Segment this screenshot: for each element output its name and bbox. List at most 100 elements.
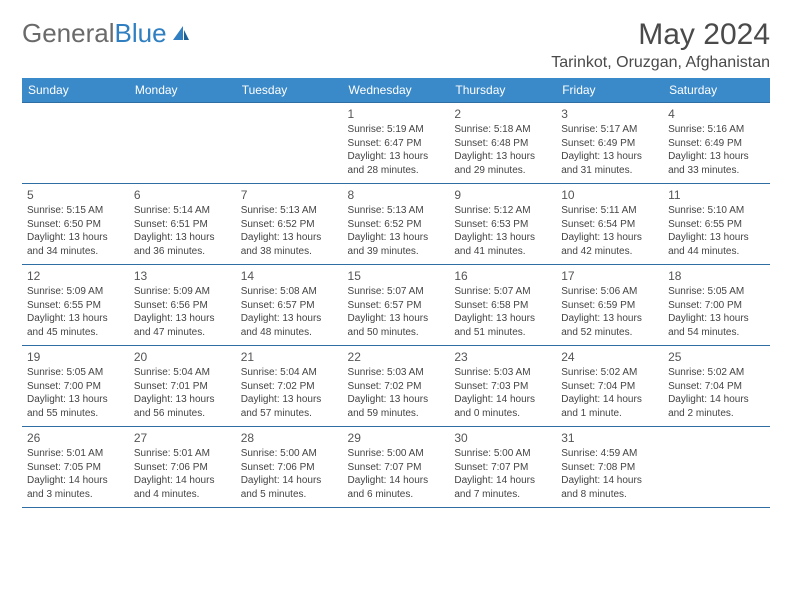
day-number: 6 xyxy=(134,188,231,202)
day-info: Sunrise: 4:59 AMSunset: 7:08 PMDaylight:… xyxy=(561,447,658,501)
info-line: Sunset: 6:54 PM xyxy=(561,218,658,232)
info-line: Sunset: 7:07 PM xyxy=(348,461,445,475)
info-line: Daylight: 13 hours xyxy=(241,312,338,326)
info-line: and 38 minutes. xyxy=(241,245,338,259)
day-number: 9 xyxy=(454,188,551,202)
calendar-cell: 12Sunrise: 5:09 AMSunset: 6:55 PMDayligh… xyxy=(22,265,129,346)
calendar-head: SundayMondayTuesdayWednesdayThursdayFrid… xyxy=(22,78,770,103)
info-line: Sunrise: 4:59 AM xyxy=(561,447,658,461)
day-info: Sunrise: 5:14 AMSunset: 6:51 PMDaylight:… xyxy=(134,204,231,258)
brand-logo: GeneralBlue xyxy=(22,18,191,49)
info-line: and 59 minutes. xyxy=(348,407,445,421)
weekday-header: Saturday xyxy=(663,78,770,103)
info-line: Sunset: 6:55 PM xyxy=(27,299,124,313)
info-line: Daylight: 13 hours xyxy=(454,150,551,164)
info-line: Daylight: 13 hours xyxy=(27,393,124,407)
info-line: Sunset: 6:57 PM xyxy=(348,299,445,313)
day-number: 18 xyxy=(668,269,765,283)
info-line: Daylight: 14 hours xyxy=(241,474,338,488)
info-line: Sunrise: 5:07 AM xyxy=(454,285,551,299)
info-line: and 34 minutes. xyxy=(27,245,124,259)
day-info: Sunrise: 5:03 AMSunset: 7:02 PMDaylight:… xyxy=(348,366,445,420)
info-line: Sunrise: 5:08 AM xyxy=(241,285,338,299)
day-info: Sunrise: 5:10 AMSunset: 6:55 PMDaylight:… xyxy=(668,204,765,258)
info-line: and 51 minutes. xyxy=(454,326,551,340)
info-line: Sunrise: 5:03 AM xyxy=(454,366,551,380)
calendar-body: 1Sunrise: 5:19 AMSunset: 6:47 PMDaylight… xyxy=(22,103,770,508)
day-info: Sunrise: 5:05 AMSunset: 7:00 PMDaylight:… xyxy=(27,366,124,420)
info-line: Daylight: 14 hours xyxy=(561,393,658,407)
day-number: 16 xyxy=(454,269,551,283)
info-line: Sunrise: 5:10 AM xyxy=(668,204,765,218)
info-line: Sunset: 7:07 PM xyxy=(454,461,551,475)
calendar-row: 26Sunrise: 5:01 AMSunset: 7:05 PMDayligh… xyxy=(22,427,770,508)
info-line: Daylight: 14 hours xyxy=(454,474,551,488)
weekday-header: Friday xyxy=(556,78,663,103)
calendar-cell-empty xyxy=(236,103,343,184)
info-line: Daylight: 14 hours xyxy=(348,474,445,488)
info-line: and 44 minutes. xyxy=(668,245,765,259)
info-line: Sunrise: 5:18 AM xyxy=(454,123,551,137)
info-line: and 48 minutes. xyxy=(241,326,338,340)
info-line: Sunset: 7:03 PM xyxy=(454,380,551,394)
calendar-cell: 21Sunrise: 5:04 AMSunset: 7:02 PMDayligh… xyxy=(236,346,343,427)
calendar-row: 1Sunrise: 5:19 AMSunset: 6:47 PMDaylight… xyxy=(22,103,770,184)
day-info: Sunrise: 5:07 AMSunset: 6:57 PMDaylight:… xyxy=(348,285,445,339)
info-line: Daylight: 13 hours xyxy=(561,231,658,245)
calendar-cell: 29 Sunrise: 5:00 AMSunset: 7:07 PMDayligh… xyxy=(343,427,450,508)
info-line: and 39 minutes. xyxy=(348,245,445,259)
day-number: 22 xyxy=(348,350,445,364)
info-line: Sunrise: 5:17 AM xyxy=(561,123,658,137)
calendar-cell: 18Sunrise: 5:05 AMSunset: 7:00 PMDayligh… xyxy=(663,265,770,346)
day-info: Sunrise: 5:13 AMSunset: 6:52 PMDaylight:… xyxy=(241,204,338,258)
calendar-cell: 1Sunrise: 5:19 AMSunset: 6:47 PMDaylight… xyxy=(343,103,450,184)
calendar-cell-empty xyxy=(22,103,129,184)
calendar-cell: 4Sunrise: 5:16 AMSunset: 6:49 PMDaylight… xyxy=(663,103,770,184)
calendar-cell: 24Sunrise: 5:02 AMSunset: 7:04 PMDayligh… xyxy=(556,346,663,427)
info-line: and 5 minutes. xyxy=(241,488,338,502)
info-line: and 36 minutes. xyxy=(134,245,231,259)
info-line: Daylight: 13 hours xyxy=(348,150,445,164)
day-info: Sunrise: 5:08 AMSunset: 6:57 PMDaylight:… xyxy=(241,285,338,339)
info-line: Daylight: 13 hours xyxy=(134,393,231,407)
day-info: Sunrise: 5:11 AMSunset: 6:54 PMDaylight:… xyxy=(561,204,658,258)
calendar-cell-empty xyxy=(129,103,236,184)
calendar-cell: 27Sunrise: 5:01 AMSunset: 7:06 PMDayligh… xyxy=(129,427,236,508)
info-line: and 52 minutes. xyxy=(561,326,658,340)
day-number: 23 xyxy=(454,350,551,364)
info-line: Sunrise: 5:00 AM xyxy=(348,447,445,461)
info-line: and 33 minutes. xyxy=(668,164,765,178)
calendar-table: SundayMondayTuesdayWednesdayThursdayFrid… xyxy=(22,78,770,508)
day-info: Sunrise: 5:00 AMSunset: 7:07 PMDaylight:… xyxy=(454,447,551,501)
info-line: and 56 minutes. xyxy=(134,407,231,421)
day-number: 14 xyxy=(241,269,338,283)
day-number: 2 xyxy=(454,107,551,121)
day-number: 21 xyxy=(241,350,338,364)
calendar-cell: 26Sunrise: 5:01 AMSunset: 7:05 PMDayligh… xyxy=(22,427,129,508)
info-line: Sunset: 6:51 PM xyxy=(134,218,231,232)
info-line: Sunset: 6:50 PM xyxy=(27,218,124,232)
calendar-cell: 14 Sunrise: 5:08 AMSunset: 6:57 PMDayligh… xyxy=(236,265,343,346)
info-line: Daylight: 13 hours xyxy=(668,231,765,245)
calendar-cell: 23Sunrise: 5:03 AMSunset: 7:03 PMDayligh… xyxy=(449,346,556,427)
day-info: Sunrise: 5:18 AMSunset: 6:48 PMDaylight:… xyxy=(454,123,551,177)
info-line: and 3 minutes. xyxy=(27,488,124,502)
day-info: Sunrise: 5:01 AMSunset: 7:06 PMDaylight:… xyxy=(134,447,231,501)
info-line: Sunrise: 5:07 AM xyxy=(348,285,445,299)
info-line: Sunrise: 5:05 AM xyxy=(668,285,765,299)
day-number: 4 xyxy=(668,107,765,121)
info-line: Sunrise: 5:11 AM xyxy=(561,204,658,218)
info-line: Sunrise: 5:15 AM xyxy=(27,204,124,218)
day-number: 29 xyxy=(348,431,445,445)
day-number: 19 xyxy=(27,350,124,364)
info-line: and 54 minutes. xyxy=(668,326,765,340)
info-line: Daylight: 14 hours xyxy=(134,474,231,488)
info-line: Sunrise: 5:01 AM xyxy=(134,447,231,461)
info-line: Daylight: 13 hours xyxy=(668,312,765,326)
info-line: and 57 minutes. xyxy=(241,407,338,421)
info-line: Sunrise: 5:12 AM xyxy=(454,204,551,218)
info-line: Sunset: 7:06 PM xyxy=(241,461,338,475)
info-line: Daylight: 13 hours xyxy=(27,312,124,326)
info-line: Daylight: 13 hours xyxy=(454,312,551,326)
info-line: Sunset: 6:57 PM xyxy=(241,299,338,313)
